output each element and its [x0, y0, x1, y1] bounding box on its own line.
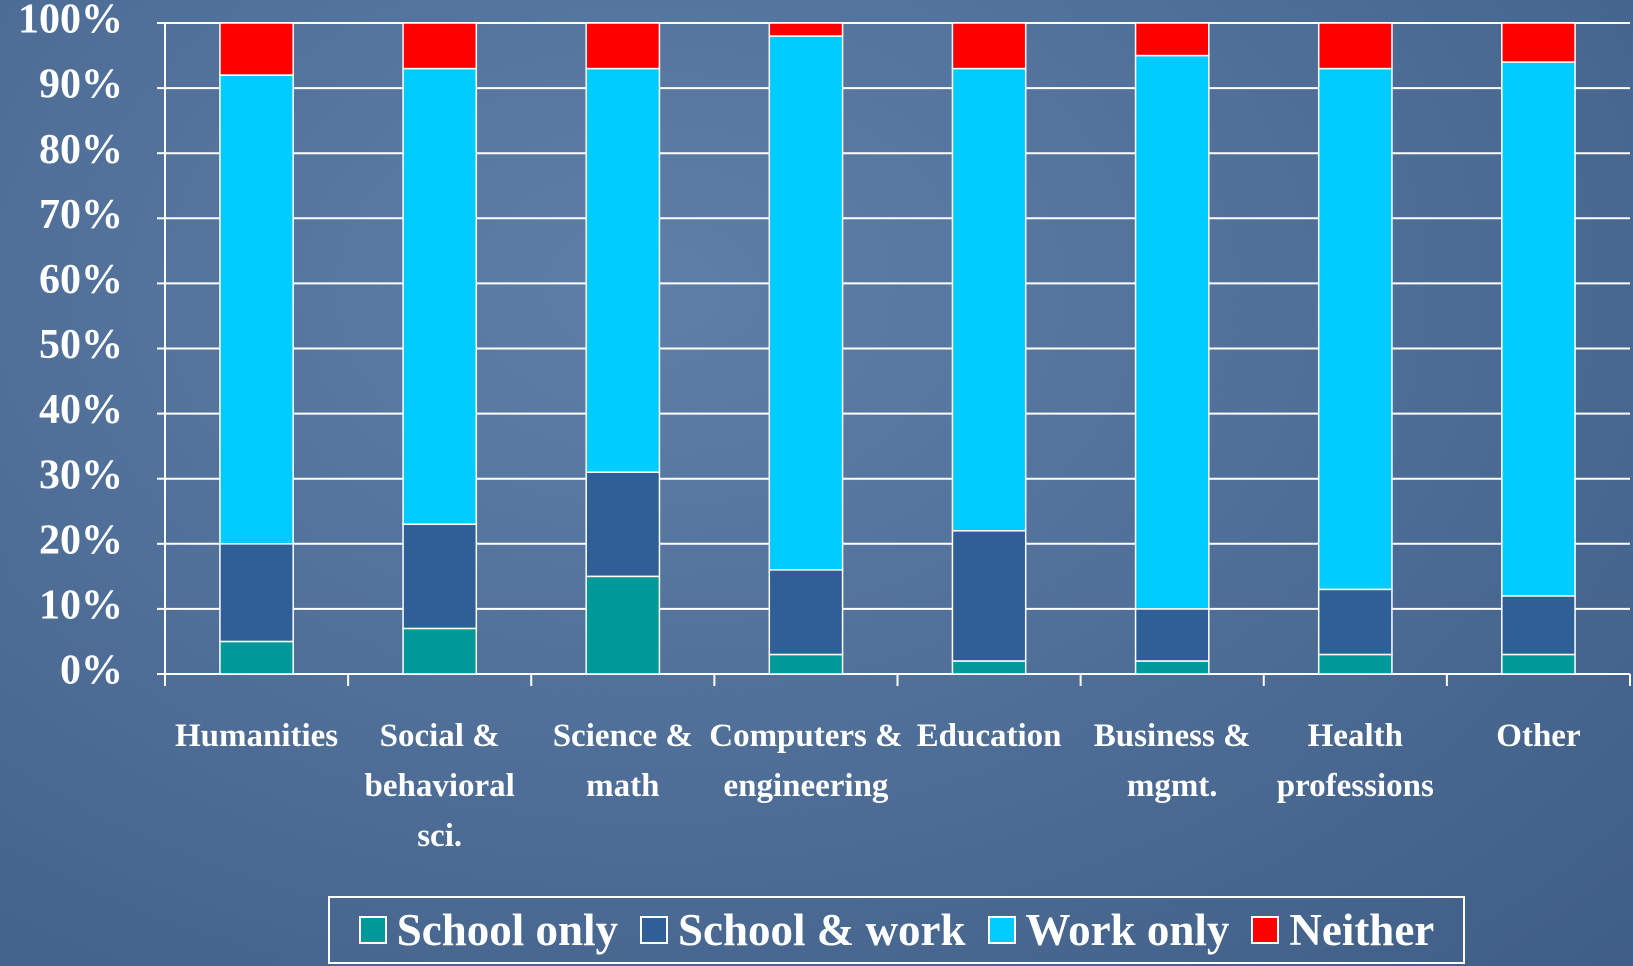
bar-segment	[1134, 608, 1210, 662]
legend-swatch	[1251, 916, 1280, 944]
legend-swatch	[640, 916, 669, 944]
legend-item: School & work	[640, 904, 966, 956]
x-tick-label: Education	[916, 718, 1062, 754]
bar-segment	[1317, 22, 1393, 70]
y-tick-label: 90%	[39, 62, 123, 108]
bar-segment	[585, 67, 661, 473]
legend-swatch	[987, 916, 1016, 944]
legend: School only School & work Work only Neither	[328, 896, 1465, 964]
bar-segment	[1317, 653, 1393, 675]
legend-label: School only	[396, 905, 619, 955]
bar-segment	[1501, 61, 1576, 597]
x-tick-label: Social & behavioral sci.	[364, 718, 515, 854]
bar-segment	[1134, 54, 1210, 610]
legend-item: Neither	[1251, 904, 1434, 956]
legend-item: Work only	[987, 904, 1230, 956]
bar-segment	[219, 74, 294, 545]
bar-segment	[768, 22, 844, 37]
x-tick-label: Health professions	[1276, 718, 1434, 804]
bar-segment	[402, 627, 478, 675]
x-tick-label: Humanities	[174, 718, 339, 754]
x-tick-label: Computers & engineering	[709, 718, 903, 804]
bar-segment	[1501, 653, 1576, 675]
bar-segment	[768, 653, 844, 675]
legend-label: Neither	[1289, 905, 1435, 955]
x-tick-label: Science & math	[552, 718, 693, 804]
bar-segment	[951, 660, 1027, 675]
bar-segment	[768, 569, 844, 656]
bar-segment	[1501, 595, 1576, 656]
y-tick-label: 30%	[39, 452, 123, 498]
x-tick-label: Other	[1496, 718, 1581, 754]
bar-segment	[1317, 588, 1393, 656]
bar-segment	[402, 22, 478, 70]
x-tick-label: Business & mgmt.	[1093, 718, 1251, 804]
bar-segment	[951, 67, 1027, 532]
legend-label: School & work	[678, 905, 966, 955]
bar-segment	[585, 22, 661, 70]
y-tick-label: 40%	[39, 387, 123, 433]
bar-segment	[768, 35, 844, 571]
bar-segment	[402, 523, 478, 630]
bar-segment	[1134, 660, 1210, 675]
y-tick-label: 60%	[39, 257, 123, 303]
bar-segment	[219, 543, 294, 643]
y-tick-label: 50%	[39, 322, 123, 368]
y-tick-label: 20%	[39, 517, 123, 563]
legend-swatch	[358, 916, 387, 944]
legend-item: School only	[358, 904, 619, 956]
bar-segment	[1134, 22, 1210, 57]
bar-segment	[1501, 22, 1576, 63]
bar-segment	[951, 22, 1027, 70]
y-tick-label: 0%	[60, 648, 123, 694]
bar-segment	[219, 22, 294, 76]
bar-segment	[585, 471, 661, 578]
legend-label: Work only	[1025, 905, 1230, 955]
bar-segment	[951, 530, 1027, 662]
y-tick-label: 10%	[39, 583, 123, 629]
y-tick-label: 70%	[39, 192, 123, 238]
y-tick-label: 100%	[18, 0, 123, 43]
bar-segment	[402, 67, 478, 526]
bar-segment	[219, 640, 294, 675]
bar-segment	[1317, 67, 1393, 591]
bar-segment	[585, 575, 661, 675]
y-tick-label: 80%	[39, 127, 123, 173]
